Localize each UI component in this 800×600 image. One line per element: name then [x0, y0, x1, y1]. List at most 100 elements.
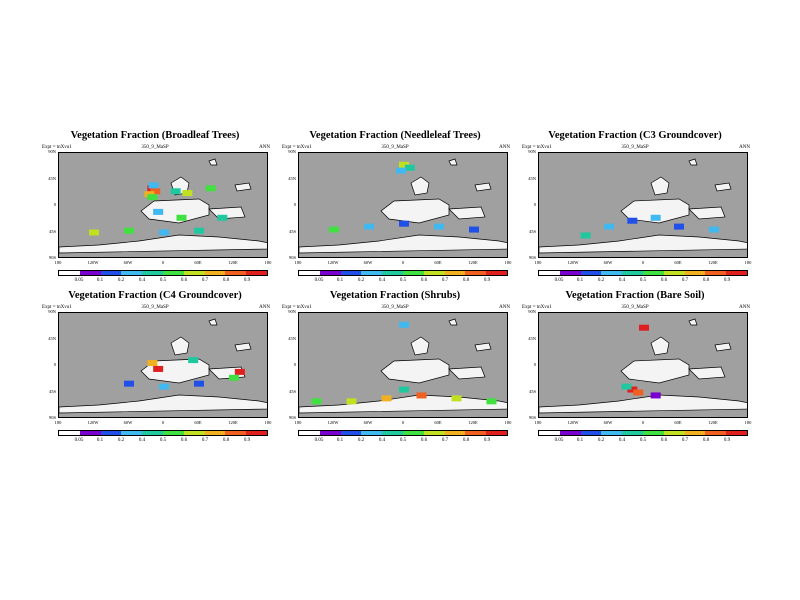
colorbar-swatch	[559, 431, 581, 435]
colorbar-swatch	[705, 271, 727, 275]
land-region	[380, 198, 450, 224]
lon-tick-label: 120E	[228, 260, 238, 265]
chart-title: Vegetation Fraction (Broadleaf Trees)	[70, 130, 240, 141]
lon-tick-label: 180	[744, 260, 752, 265]
land-region	[448, 366, 486, 380]
colorbar-swatch	[601, 431, 623, 435]
chart-title: Vegetation Fraction (Shrubs)	[329, 290, 461, 301]
colorbar-swatch	[246, 271, 267, 275]
colorbar-label: 0.6	[660, 278, 668, 283]
experiment-label: Expt = tnXvu1	[282, 305, 312, 310]
lon-tick-label: 180	[264, 260, 272, 265]
lon-tick-label: 120W	[567, 260, 579, 265]
data-cell	[194, 380, 204, 387]
lon-tick-label: 180	[534, 260, 542, 265]
colorbar-swatch	[663, 431, 685, 435]
land-region	[650, 336, 670, 356]
colorbar-swatch	[726, 271, 747, 275]
data-cell	[124, 227, 134, 234]
colorbar-swatch	[319, 431, 341, 435]
lon-tick-label: 60E	[674, 260, 682, 265]
lat-tick-label: 45S	[528, 388, 536, 394]
colorbar-label: 0.4	[618, 278, 626, 283]
data-cell	[346, 398, 357, 405]
colorbar-label: 0.4	[138, 278, 146, 283]
colorbar-label: 0.6	[180, 278, 188, 283]
land-region	[299, 394, 507, 414]
colorbar-swatch	[539, 271, 560, 275]
season-label: ANN	[259, 305, 270, 310]
data-cell	[234, 368, 245, 375]
lon-tick-label: 0	[401, 420, 405, 425]
data-cell	[147, 194, 158, 201]
colorbar-label: 0.9	[483, 278, 491, 283]
colorbar-swatch	[622, 431, 643, 435]
data-cell	[416, 392, 427, 399]
case-label: 350_9_MaSP	[381, 305, 409, 310]
colorbar-swatch	[100, 431, 122, 435]
colorbar-label: 0.4	[378, 438, 386, 443]
data-cell	[434, 223, 444, 230]
colorbar-swatch	[340, 271, 362, 275]
colorbar-label: 0.9	[243, 438, 251, 443]
data-cell	[329, 226, 339, 233]
colorbar-label: 0.7	[681, 438, 689, 443]
data-cell	[205, 185, 216, 192]
colorbar-label: 0.2	[597, 278, 605, 283]
lon-tick-label: 0	[161, 260, 165, 265]
lon-tick-label: 120W	[87, 420, 99, 425]
map-svg	[59, 318, 267, 414]
season-label: ANN	[499, 305, 510, 310]
lon-tick-label: 120E	[708, 420, 718, 425]
colorbar	[298, 430, 508, 436]
case-label: 350_9_MaSP	[381, 145, 409, 150]
data-cell	[399, 220, 409, 227]
colorbar-label: 0.9	[723, 278, 731, 283]
colorbar-swatch	[183, 271, 205, 275]
data-cell	[627, 386, 638, 393]
colorbar-swatch	[423, 431, 445, 435]
land-region	[448, 206, 486, 220]
lon-tick-label: 0	[401, 260, 405, 265]
lon-tick-label: 60W	[123, 420, 133, 425]
map-svg	[539, 158, 747, 254]
land-region	[410, 176, 430, 196]
chart-title: Vegetation Fraction (Needleleaf Trees)	[309, 130, 481, 141]
case-label: 350_9_MaSP	[621, 305, 649, 310]
colorbar	[538, 430, 748, 436]
colorbar-label: 0.9	[483, 438, 491, 443]
colorbar-swatch	[59, 431, 80, 435]
data-cell	[404, 164, 415, 171]
data-cell	[159, 229, 169, 236]
map-plot-area	[58, 152, 268, 258]
land-region	[688, 206, 726, 220]
land-region	[448, 158, 458, 166]
colorbar-label: 0.6	[420, 438, 428, 443]
colorbar-label: 0.4	[138, 438, 146, 443]
colorbar-swatch	[444, 271, 466, 275]
lon-tick-label: 60E	[434, 420, 442, 425]
map-plot-area	[298, 152, 508, 258]
land-region	[234, 182, 252, 192]
lon-tick-label: 60W	[363, 420, 373, 425]
colorbar-label: 0.6	[660, 438, 668, 443]
colorbar-label: 0.05	[554, 278, 564, 283]
colorbar-swatch	[204, 271, 226, 275]
lon-tick-label: 0	[161, 420, 165, 425]
colorbar-label: 0.1	[336, 278, 344, 283]
land-region	[688, 366, 726, 380]
lat-tick-label: 0	[533, 202, 536, 207]
data-cell	[604, 223, 614, 230]
colorbar-swatch	[340, 431, 362, 435]
lon-tick-label: 0	[641, 420, 645, 425]
lat-tick-label: 90S	[528, 415, 536, 420]
colorbar-swatch	[580, 431, 602, 435]
land-region	[208, 318, 218, 326]
lon-tick-label: 120W	[327, 260, 339, 265]
data-cell	[170, 188, 181, 195]
lon-tick-label: 180	[744, 420, 752, 425]
land-region	[620, 358, 690, 384]
colorbar-swatch	[705, 431, 727, 435]
colorbar-label: 0.8	[702, 278, 710, 283]
